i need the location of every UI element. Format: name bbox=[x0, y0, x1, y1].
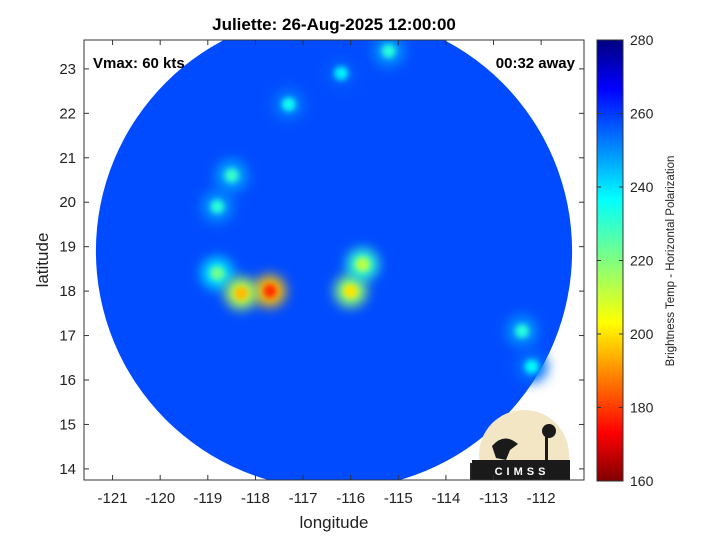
x-tick-label: -113 bbox=[479, 490, 508, 507]
logo-banner bbox=[472, 460, 570, 480]
x-tick-label: -116 bbox=[336, 490, 365, 507]
water-tower-tank-icon bbox=[542, 424, 556, 438]
plot-area: CIMSS -121 -120 -119 -118 -117 -116 -115 -114 -1… bbox=[59, 39, 585, 507]
colorbar-label: Brightness Temp - Horizontal Polarizatio… bbox=[665, 156, 677, 367]
feature-core-spiral-band-west bbox=[210, 266, 225, 281]
feature-core-cluster-east-1 bbox=[515, 324, 530, 339]
x-tick-label: -121 bbox=[98, 490, 128, 507]
y-tick-label: 20 bbox=[59, 194, 76, 211]
logo-badge bbox=[479, 410, 569, 480]
y-tick-label: 23 bbox=[59, 61, 76, 78]
y-tick-label: 21 bbox=[59, 150, 76, 167]
x-tick-label: -112 bbox=[527, 490, 556, 507]
time-offset-annotation: 00:32 away bbox=[496, 55, 576, 72]
feature-core-inner-core bbox=[343, 284, 358, 299]
x-tick-label: -120 bbox=[145, 490, 175, 507]
x-axis-label: longitude bbox=[299, 513, 368, 532]
feature-core-band-northwest-1 bbox=[210, 199, 225, 214]
feature-core-band-north-2 bbox=[334, 66, 349, 81]
feature-core-cell-west bbox=[234, 286, 249, 301]
feature-core-cluster-east-2 bbox=[524, 359, 539, 374]
logo-text: CIMSS bbox=[495, 466, 550, 478]
x-tick-label: -119 bbox=[193, 490, 222, 507]
colorbar: 160 180 200 220 240 260 280 Brightness Temp - … bbox=[596, 32, 677, 489]
vmax-annotation: Vmax: 60 kts bbox=[93, 55, 185, 72]
satellite-dish-icon bbox=[492, 438, 518, 460]
x-tick-label: -114 bbox=[431, 490, 460, 507]
y-axis: 14 15 16 17 18 19 20 21 22 23 bbox=[59, 61, 584, 478]
x-tick-label: -118 bbox=[241, 490, 270, 507]
x-tick-label: -117 bbox=[289, 490, 318, 507]
x-tick-label: -115 bbox=[384, 490, 413, 507]
feature-core-band-northwest-2 bbox=[224, 168, 239, 183]
x-axis: -121 -120 -119 -118 -117 -116 -115 -114 -113 -112 bbox=[98, 40, 556, 507]
y-tick-label: 14 bbox=[59, 461, 76, 478]
feature-core-hot-spot-west bbox=[262, 284, 277, 299]
colorbar-tick-label: 240 bbox=[630, 179, 654, 195]
satellite-swath bbox=[95, 40, 573, 480]
colorbar-tick-label: 260 bbox=[630, 106, 654, 122]
plot-frame bbox=[83, 39, 585, 481]
cimss-logo: CIMSS bbox=[472, 410, 570, 480]
feature-core-band-north-1 bbox=[281, 97, 296, 112]
colorbar-tick-label: 180 bbox=[630, 400, 654, 416]
convective-features bbox=[201, 40, 548, 383]
y-tick-label: 16 bbox=[59, 372, 76, 389]
y-tick-label: 18 bbox=[59, 283, 76, 300]
feature-core-cluster-northeast bbox=[381, 44, 396, 59]
colorbar-tick-label: 200 bbox=[630, 326, 654, 342]
colorbar-tick-label: 220 bbox=[630, 253, 654, 269]
feature-core-eyewall-north bbox=[355, 257, 370, 272]
y-tick-label: 17 bbox=[59, 328, 76, 345]
water-tower-icon bbox=[545, 437, 548, 460]
chart-title: Juliette: 26-Aug-2025 12:00:00 bbox=[212, 15, 456, 34]
colorbar-tick-label: 160 bbox=[630, 473, 654, 489]
y-tick-label: 22 bbox=[59, 105, 76, 122]
colorbar-ticks: 160 180 200 220 240 260 280 bbox=[597, 32, 654, 489]
y-tick-label: 15 bbox=[59, 416, 76, 433]
y-tick-label: 19 bbox=[59, 239, 76, 256]
y-axis-label: latitude bbox=[33, 233, 52, 288]
colorbar-tick-label: 280 bbox=[630, 32, 654, 48]
